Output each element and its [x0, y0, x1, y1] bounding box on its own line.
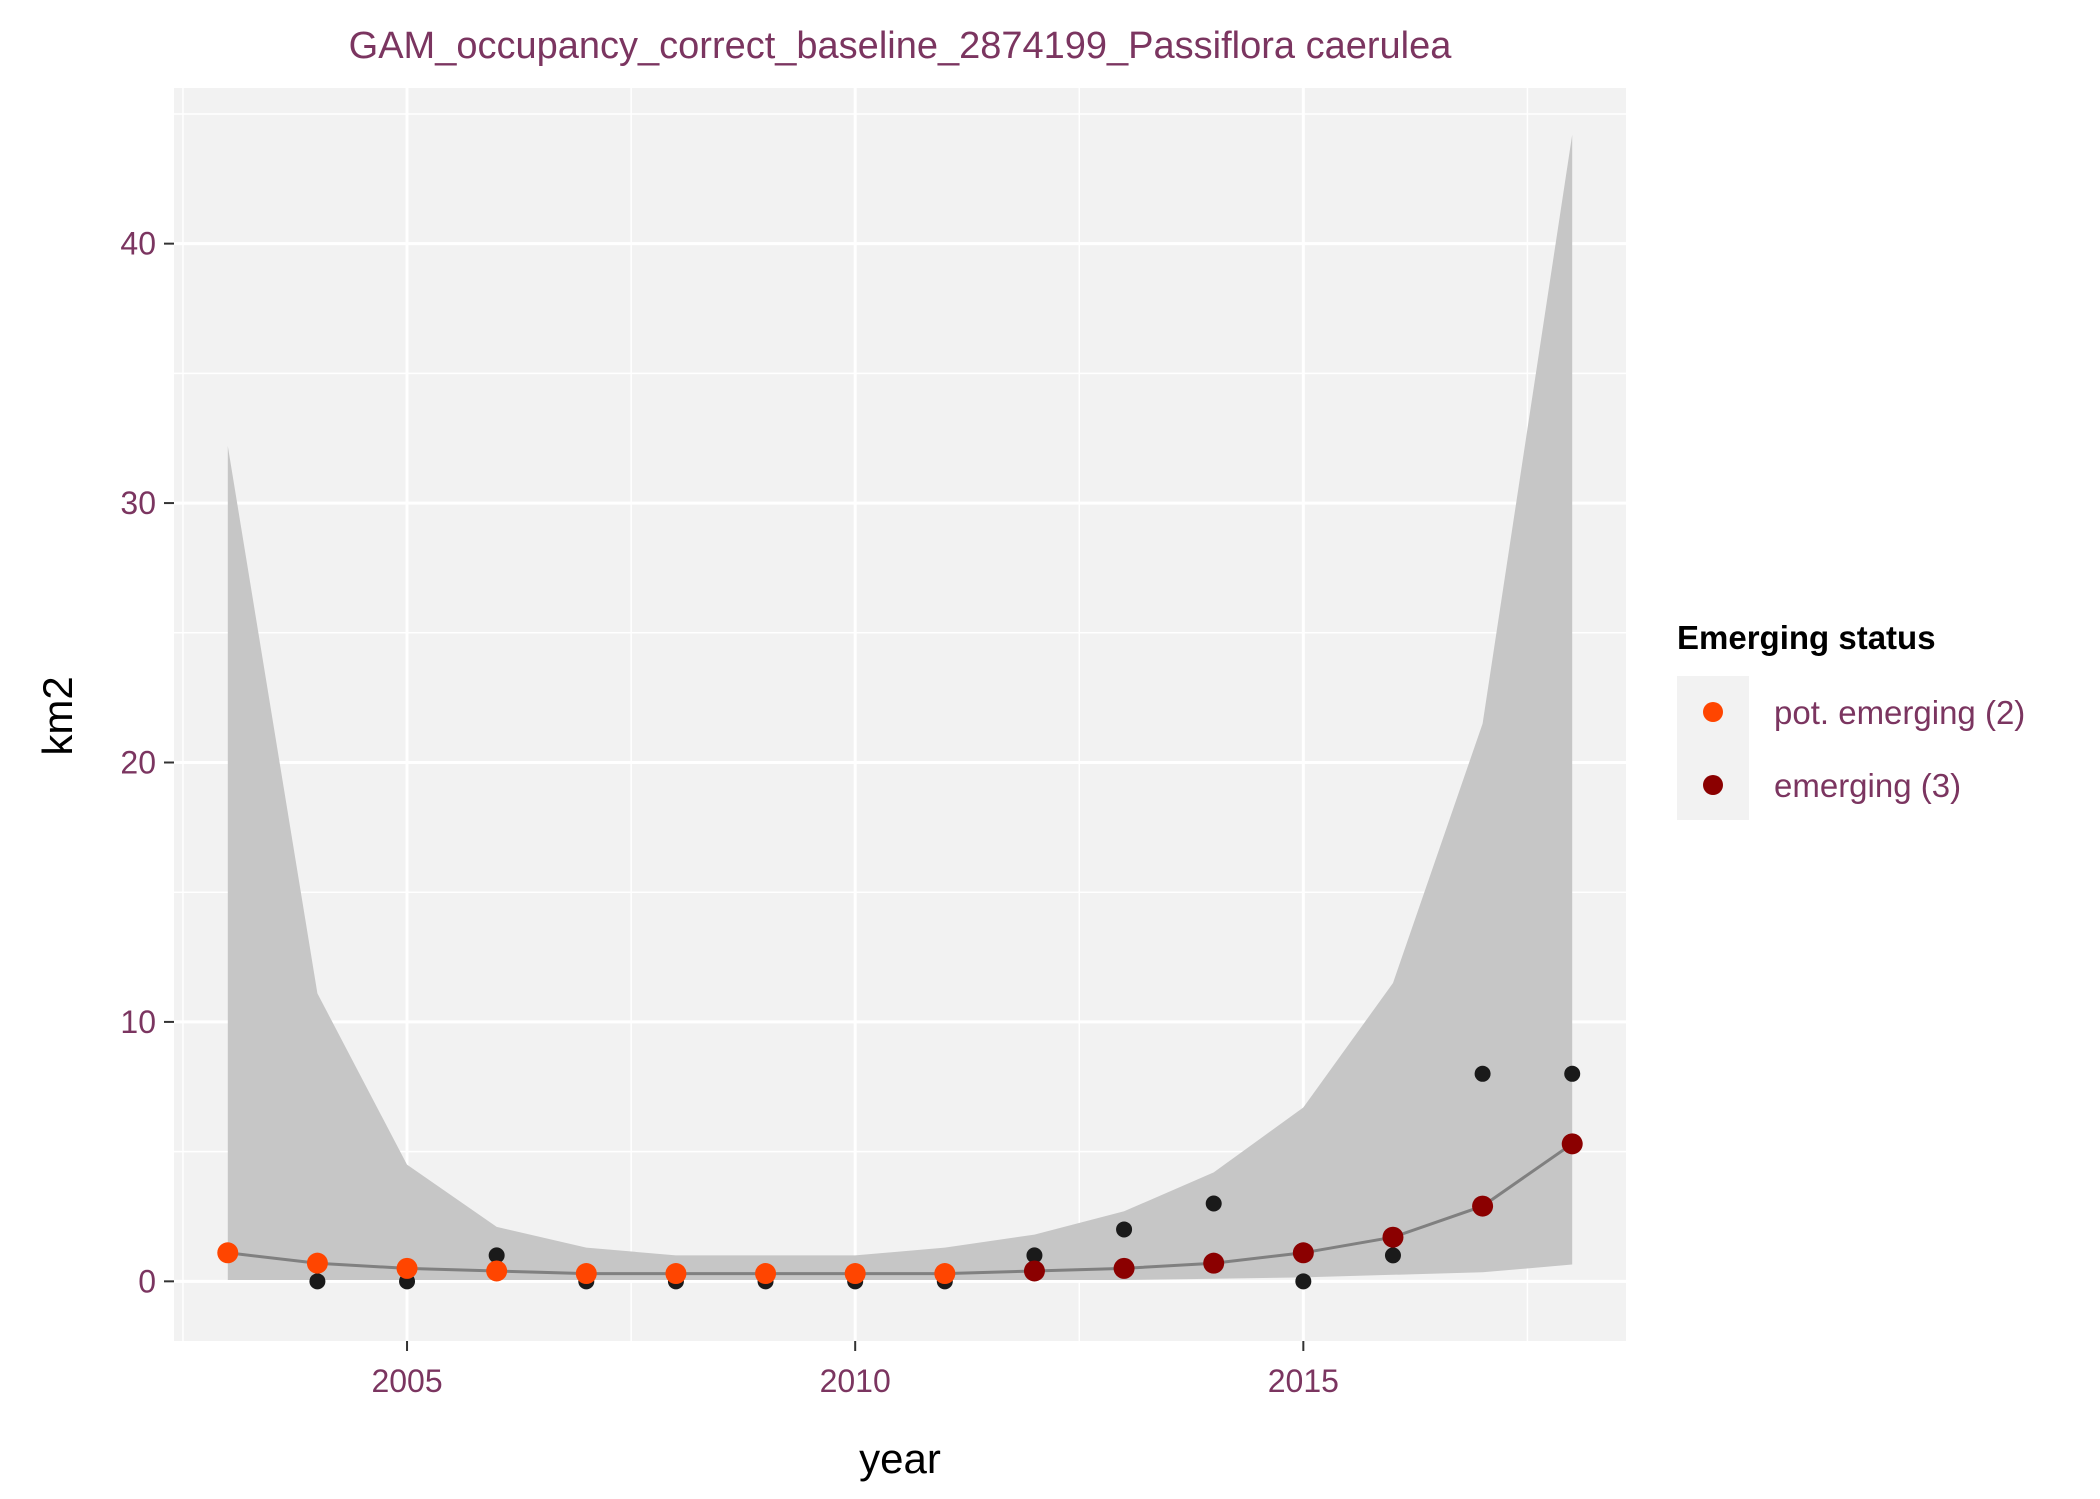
- y-tick-label: 0: [138, 1263, 156, 1299]
- observed-point: [1026, 1247, 1043, 1264]
- y-tick-label: 30: [120, 485, 156, 521]
- chart-title: GAM_occupancy_correct_baseline_2874199_P…: [349, 25, 1453, 67]
- y-axis-label: km2: [34, 676, 81, 755]
- status-point: [217, 1242, 239, 1264]
- grid-minor: [174, 88, 1626, 1341]
- legend-title: Emerging status: [1677, 619, 1936, 656]
- status-point: [1292, 1242, 1314, 1264]
- observed-point: [1474, 1065, 1491, 1082]
- y-axis: 0 10 20 30 40: [120, 226, 174, 1299]
- x-axis: 2005 2010 2015: [371, 1341, 1339, 1399]
- observed-point: [1564, 1065, 1581, 1082]
- x-axis-label: year: [859, 1435, 941, 1482]
- status-point: [755, 1263, 777, 1285]
- y-tick-label: 10: [120, 1004, 156, 1040]
- status-point: [844, 1263, 866, 1285]
- legend: Emerging status pot. emerging (2) emergi…: [1677, 619, 2025, 820]
- status-point: [665, 1263, 687, 1285]
- status-point: [1113, 1257, 1135, 1279]
- legend-key-pot-emerging: [1703, 702, 1723, 722]
- status-point: [1203, 1252, 1225, 1274]
- legend-key-background: [1677, 676, 1749, 820]
- status-point: [1561, 1133, 1583, 1155]
- legend-key-emerging: [1703, 775, 1723, 795]
- confidence-ribbon: [227, 134, 1573, 1281]
- status-point: [934, 1263, 956, 1285]
- observed-point: [1116, 1221, 1133, 1238]
- status-point: [396, 1257, 418, 1279]
- y-tick-label: 20: [120, 744, 156, 780]
- status-point: [486, 1260, 508, 1282]
- x-tick-label: 2010: [820, 1363, 891, 1399]
- smooth-line: [227, 1142, 1574, 1276]
- status-point: [306, 1252, 328, 1274]
- observed-point: [309, 1273, 326, 1290]
- observed-point: [1384, 1247, 1401, 1264]
- status-point: [1023, 1260, 1045, 1282]
- observed-point: [1295, 1273, 1312, 1290]
- x-tick-label: 2005: [371, 1363, 442, 1399]
- status-point: [1382, 1226, 1404, 1248]
- y-tick-label: 40: [120, 226, 156, 262]
- legend-label-emerging: emerging (3): [1774, 767, 1961, 804]
- x-tick-label: 2015: [1268, 1363, 1339, 1399]
- status-points: [217, 1133, 1583, 1285]
- status-point: [575, 1263, 597, 1285]
- status-point: [1472, 1195, 1494, 1217]
- observed-point: [488, 1247, 505, 1264]
- observed-point: [1205, 1195, 1222, 1212]
- legend-label-pot-emerging: pot. emerging (2): [1774, 694, 2025, 731]
